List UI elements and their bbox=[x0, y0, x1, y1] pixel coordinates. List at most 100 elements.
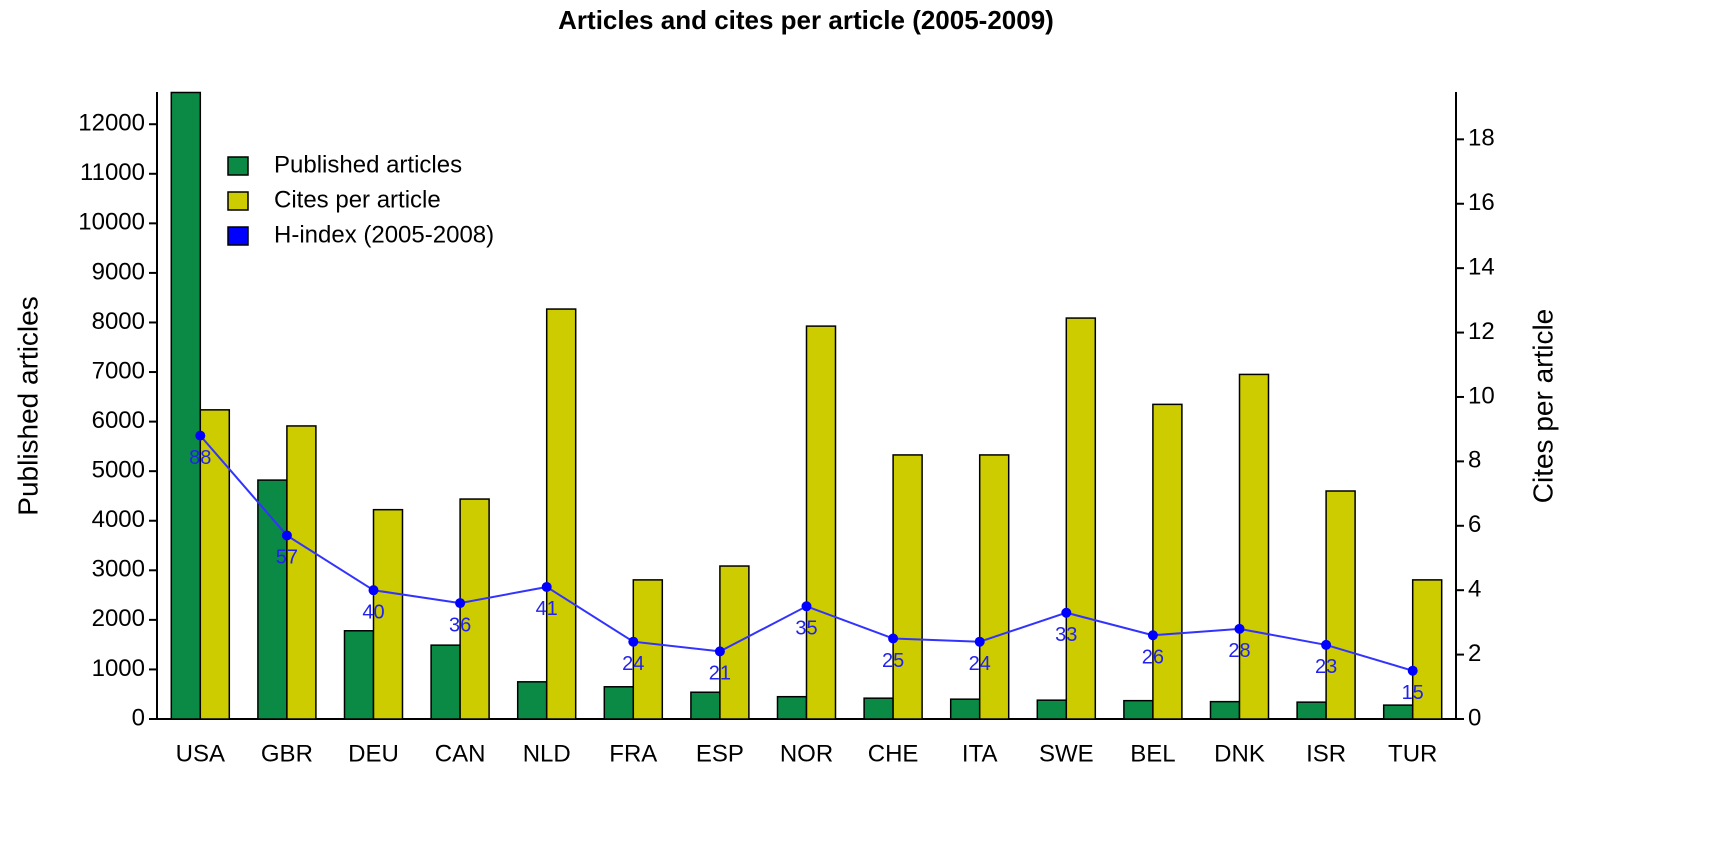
y2-tick-label: 2 bbox=[1468, 640, 1481, 667]
legend-swatch bbox=[227, 191, 249, 211]
x-tick-label: ESP bbox=[696, 740, 744, 767]
x-tick-label: NOR bbox=[780, 740, 833, 767]
data-label: 41 bbox=[536, 598, 558, 620]
y-tick-label: 1000 bbox=[92, 655, 145, 682]
bar bbox=[343, 630, 375, 720]
bar bbox=[1325, 490, 1356, 720]
y-tick-label: 0 bbox=[132, 704, 145, 731]
bar bbox=[199, 409, 231, 720]
chart-title: Articles and cites per article (2005-200… bbox=[558, 5, 1054, 35]
y-tick-label: 7000 bbox=[92, 357, 145, 384]
bar bbox=[545, 308, 577, 720]
data-label: 24 bbox=[969, 653, 991, 675]
bar bbox=[1238, 373, 1270, 720]
data-label: 35 bbox=[795, 618, 817, 640]
y-tick-label: 4000 bbox=[92, 506, 145, 533]
y-axis-label: Published articles bbox=[12, 296, 43, 515]
y2-tick-label: 4 bbox=[1468, 576, 1481, 603]
x-tick-label: FRA bbox=[609, 740, 657, 767]
line-point bbox=[628, 636, 639, 647]
bar bbox=[170, 91, 202, 720]
bar bbox=[690, 691, 721, 720]
data-label: 23 bbox=[1315, 656, 1337, 678]
x-tick-label: ISR bbox=[1306, 740, 1346, 767]
bar bbox=[459, 498, 490, 720]
x-tick-label: SWE bbox=[1039, 740, 1094, 767]
bar bbox=[892, 454, 923, 720]
y-tick-label: 9000 bbox=[92, 258, 145, 285]
bar bbox=[949, 698, 981, 720]
line-point bbox=[801, 601, 812, 612]
y2-tick-label: 10 bbox=[1468, 382, 1495, 409]
x-tick-label: DEU bbox=[348, 740, 399, 767]
bar bbox=[863, 697, 894, 720]
data-label: 21 bbox=[709, 663, 731, 685]
y-tick-label: 5000 bbox=[92, 457, 145, 484]
data-label: 40 bbox=[362, 601, 384, 623]
line-point bbox=[714, 646, 725, 657]
x-tick-label: TUR bbox=[1388, 740, 1437, 767]
x-tick-label: DNK bbox=[1214, 740, 1265, 767]
y-tick-label: 10000 bbox=[78, 209, 145, 236]
bar bbox=[719, 565, 750, 720]
line-point bbox=[195, 430, 206, 441]
data-label: 57 bbox=[276, 547, 298, 569]
y-tick-label: 2000 bbox=[92, 605, 145, 632]
bar bbox=[1065, 317, 1097, 720]
y-tick-label: 12000 bbox=[78, 110, 145, 137]
y-tick-label: 6000 bbox=[92, 407, 145, 434]
y-tick-label: 11000 bbox=[80, 159, 145, 186]
x-tick-label: GBR bbox=[261, 740, 313, 767]
x-tick-label: USA bbox=[176, 740, 225, 767]
y-tick-label: 3000 bbox=[92, 556, 145, 583]
bar bbox=[1036, 699, 1068, 720]
bar bbox=[1152, 403, 1183, 720]
line-point bbox=[281, 530, 292, 541]
legend-swatch bbox=[227, 226, 249, 246]
bar bbox=[1123, 699, 1154, 720]
y2-tick-label: 18 bbox=[1468, 125, 1495, 152]
line-point bbox=[368, 585, 379, 596]
y2-tick-label: 8 bbox=[1468, 447, 1481, 474]
bar bbox=[430, 644, 461, 720]
bar bbox=[603, 686, 635, 720]
y2-tick-label: 14 bbox=[1468, 253, 1495, 280]
y2-tick-label: 16 bbox=[1468, 189, 1495, 216]
legend-label: Cites per article bbox=[274, 186, 441, 213]
x-tick-label: NLD bbox=[523, 740, 571, 767]
line-point bbox=[455, 598, 466, 609]
line-point bbox=[541, 581, 552, 592]
data-label: 88 bbox=[189, 447, 211, 469]
legend-label: H-index (2005-2008) bbox=[274, 221, 494, 248]
data-label: 33 bbox=[1055, 624, 1077, 646]
bar bbox=[632, 579, 664, 720]
line-point bbox=[1321, 639, 1332, 650]
data-label: 24 bbox=[622, 653, 644, 675]
bar bbox=[1296, 701, 1327, 720]
data-label: 26 bbox=[1142, 647, 1164, 669]
legend-label: Published articles bbox=[274, 151, 462, 178]
bar bbox=[978, 454, 1010, 720]
bar bbox=[776, 695, 808, 720]
x-tick-label: BEL bbox=[1130, 740, 1175, 767]
x-tick-label: CAN bbox=[435, 740, 486, 767]
bar bbox=[1411, 579, 1443, 720]
line-point bbox=[974, 636, 985, 647]
bar bbox=[1382, 704, 1414, 720]
x-tick-label: CHE bbox=[868, 740, 919, 767]
bar bbox=[805, 325, 837, 720]
x-tick-label: ITA bbox=[962, 740, 998, 767]
bar bbox=[372, 508, 404, 720]
bar bbox=[516, 681, 548, 720]
y-tick-label: 8000 bbox=[92, 308, 145, 335]
data-label: 28 bbox=[1228, 640, 1250, 662]
bar bbox=[1209, 700, 1241, 720]
y2-tick-label: 6 bbox=[1468, 511, 1481, 538]
legend-swatch bbox=[227, 156, 249, 176]
line-point bbox=[1234, 623, 1245, 634]
y2-tick-label: 0 bbox=[1468, 704, 1481, 731]
line-point bbox=[1407, 665, 1418, 676]
data-label: 25 bbox=[882, 650, 904, 672]
bar bbox=[286, 425, 317, 720]
